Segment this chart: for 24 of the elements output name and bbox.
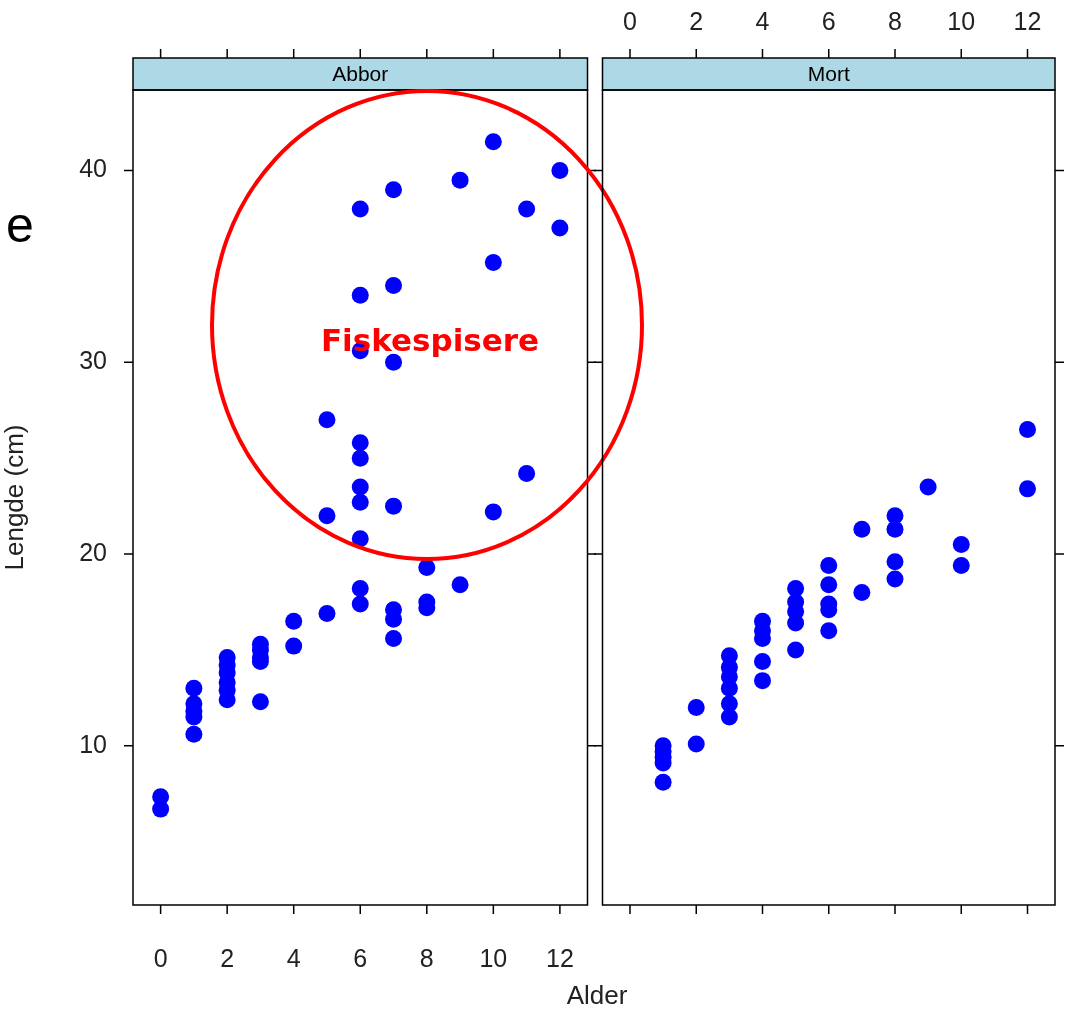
x-tick-label: 0 — [623, 6, 637, 35]
x-tick-label: 12 — [545, 943, 574, 972]
x-tick-label: 4 — [286, 943, 301, 972]
x-tick-label: 10 — [479, 943, 508, 972]
x-tick-label: 6 — [821, 6, 836, 35]
x-tick-label: 8 — [419, 943, 434, 972]
x-tick-label: 6 — [353, 943, 368, 972]
chart-title: Mort — [807, 61, 850, 85]
x-tick-label: 12 — [1013, 6, 1042, 35]
x-tick-label: 4 — [755, 6, 770, 35]
x-tick-label: 8 — [888, 6, 902, 35]
x-tick-label: 10 — [947, 6, 976, 35]
text: e — [6, 196, 34, 253]
y-tick-label: 20 — [79, 537, 107, 566]
x-axis-title: Alder — [565, 980, 629, 1011]
x-tick-label: 2 — [220, 943, 235, 972]
chart-title: Abbor — [332, 61, 389, 85]
annotation: Fiskespisere — [320, 322, 540, 359]
x-tick-label: 2 — [689, 6, 704, 35]
y-tick-label: 10 — [79, 729, 107, 758]
y-axis-title: Lengde (cm) — [0, 424, 29, 571]
y-tick-label: 40 — [79, 154, 107, 183]
y-tick-label: 30 — [79, 346, 107, 375]
x-tick-label: 0 — [153, 943, 168, 972]
